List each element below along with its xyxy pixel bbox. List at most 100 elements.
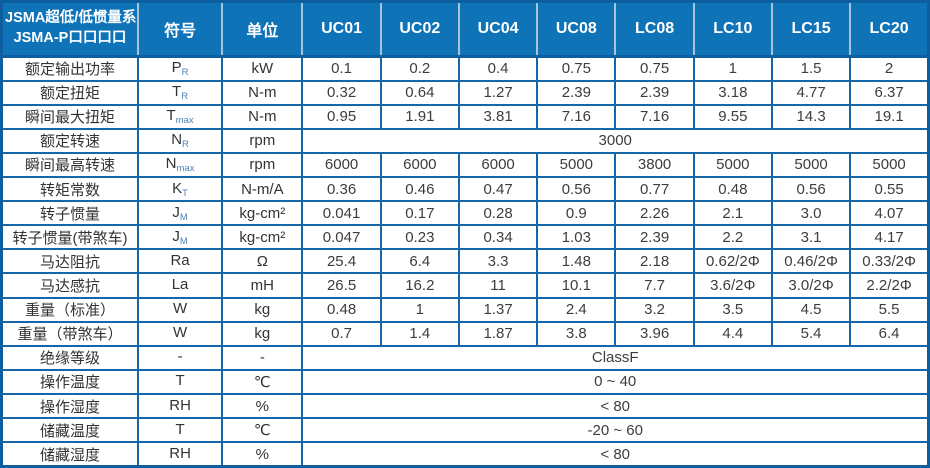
row-label: 重量（带煞车） <box>0 320 139 347</box>
table-row: 额定转速 NR rpm 3000 <box>0 127 930 154</box>
unit-cell: - <box>221 344 304 371</box>
spec-value-cell: 0.64 <box>379 79 460 106</box>
col-header-uc01: UC01 <box>301 0 382 58</box>
spec-value-cell: 0.36 <box>301 176 382 203</box>
symbol-main: T <box>172 83 182 101</box>
spec-value-cell: 3800 <box>614 151 695 179</box>
symbol-cell: RH <box>136 441 224 468</box>
symbol-subscript: T <box>182 187 188 199</box>
spec-value-cell: 6.37 <box>849 79 930 106</box>
spec-value-cell: 2.26 <box>614 200 695 227</box>
symbol-main: N <box>165 155 177 173</box>
row-label: 转矩常数 <box>0 176 139 203</box>
symbol-main: T <box>166 107 176 125</box>
spec-value-cell: 1.37 <box>457 296 539 323</box>
spec-value-cell: 3.96 <box>614 320 695 347</box>
spec-value-cell: 4.17 <box>849 224 930 251</box>
symbol-cell: Tmax <box>136 103 224 130</box>
spec-value-cell: 2 <box>849 55 930 82</box>
spec-value-cell: 0.7 <box>301 320 382 347</box>
col-header-symbol: 符号 <box>136 0 224 58</box>
spec-value-cell: 5.5 <box>849 296 930 323</box>
spec-value-cell: 1.5 <box>770 55 852 82</box>
unit-cell: % <box>221 393 304 420</box>
spec-value-cell: 7.7 <box>614 272 695 299</box>
symbol-main: La <box>171 276 189 294</box>
spec-value-cell: 6.4 <box>849 320 930 347</box>
row-label: 转子惯量 <box>0 200 139 227</box>
symbol-subscript: R <box>182 139 189 151</box>
merged-value-cell: < 80 <box>301 393 930 420</box>
unit-cell: kg <box>221 296 304 323</box>
spec-value-cell: 0.33/2Φ <box>849 248 930 275</box>
symbol-subscript: R <box>181 91 189 103</box>
spec-value-cell: 7.16 <box>614 103 695 130</box>
spec-value-cell: 0.95 <box>301 103 382 130</box>
table-row: 马达阻抗 Ra Ω 25.4 6.4 3.3 1.48 2.18 0.62/2Φ 0.46/2Φ 0… <box>0 248 930 275</box>
table-row: 转子惯量 JM kg-cm² 0.041 0.17 0.28 0.9 2.26 2.1 3.0 4.… <box>0 200 930 227</box>
header-row: JSMA超低/低惯量系列 JSMA-P口口口口 符号 单位 UC01 UC02 UC… <box>0 0 930 58</box>
symbol-subscript: M <box>179 211 188 223</box>
row-label: 瞬间最高转速 <box>0 151 139 179</box>
table-row: 储藏温度 T ℃ -20 ~ 60 <box>0 417 930 444</box>
table-row: 储藏湿度 RH% < 80 <box>0 441 930 468</box>
spec-value-cell: 1.4 <box>379 320 460 347</box>
spec-value-cell: 7.16 <box>536 103 617 130</box>
spec-value-cell: 3.18 <box>692 79 773 106</box>
symbol-subscript: M <box>179 235 188 247</box>
row-label: 转子惯量(带煞车) <box>0 224 139 251</box>
symbol-main: W <box>172 324 188 342</box>
spec-value-cell: 16.2 <box>379 272 460 299</box>
spec-value-cell: 0.17 <box>379 200 460 227</box>
spec-value-cell: 1.27 <box>457 79 539 106</box>
symbol-cell: JM <box>136 224 224 251</box>
spec-value-cell: 0.46 <box>379 176 460 203</box>
spec-value-cell: 6000 <box>301 151 382 179</box>
symbol-cell: W <box>136 296 224 323</box>
unit-cell: Ω <box>221 248 304 275</box>
row-label: 额定转速 <box>0 127 139 154</box>
row-label: 储藏湿度 <box>0 441 139 468</box>
col-header-uc02: UC02 <box>379 0 460 58</box>
symbol-main: - <box>177 348 183 366</box>
spec-value-cell: 3.0/2Φ <box>770 272 852 299</box>
col-header-lc20: LC20 <box>849 0 930 58</box>
spec-value-cell: 0.75 <box>614 55 695 82</box>
spec-value-cell: 0.4 <box>457 55 539 82</box>
spec-value-cell: 0.56 <box>770 176 852 203</box>
spec-value-cell: 0.47 <box>457 176 539 203</box>
symbol-cell: JM <box>136 200 224 227</box>
symbol-main: RH <box>169 396 191 414</box>
spec-value-cell: 1.03 <box>536 224 617 251</box>
spec-value-cell: 9.55 <box>692 103 773 130</box>
symbol-main: N <box>171 131 183 149</box>
table-row: 操作温度 T ℃ 0 ~ 40 <box>0 368 930 396</box>
unit-cell: % <box>221 441 304 468</box>
symbol-cell: La <box>136 272 224 299</box>
spec-value-cell: 1.87 <box>457 320 539 347</box>
spec-value-cell: 0.77 <box>614 176 695 203</box>
col-header-lc08: LC08 <box>614 0 695 58</box>
spec-value-cell: 10.1 <box>536 272 617 299</box>
unit-cell: mH <box>221 272 304 299</box>
symbol-cell: KT <box>136 176 224 203</box>
unit-cell: ℃ <box>221 417 304 444</box>
symbol-cell: NR <box>136 127 224 154</box>
symbol-cell: T <box>136 368 224 396</box>
spec-value-cell: 26.5 <box>301 272 382 299</box>
spec-value-cell: 5000 <box>849 151 930 179</box>
spec-value-cell: 0.48 <box>301 296 382 323</box>
spec-value-cell: 0.75 <box>536 55 617 82</box>
symbol-cell: W <box>136 320 224 347</box>
spec-value-cell: 1 <box>379 296 460 323</box>
row-label: 额定扭矩 <box>0 79 139 106</box>
table-row: 额定扭矩 TR N-m 0.32 0.64 1.27 2.39 2.39 3.18 4.77 6.3… <box>0 79 930 106</box>
spec-value-cell: 3.6/2Φ <box>692 272 773 299</box>
spec-value-cell: 5000 <box>692 151 773 179</box>
symbol-main: Ra <box>170 251 190 269</box>
spec-value-cell: 0.23 <box>379 224 460 251</box>
unit-cell: rpm <box>221 127 304 154</box>
symbol-subscript: max <box>176 163 195 175</box>
spec-value-cell: 0.047 <box>301 224 382 251</box>
